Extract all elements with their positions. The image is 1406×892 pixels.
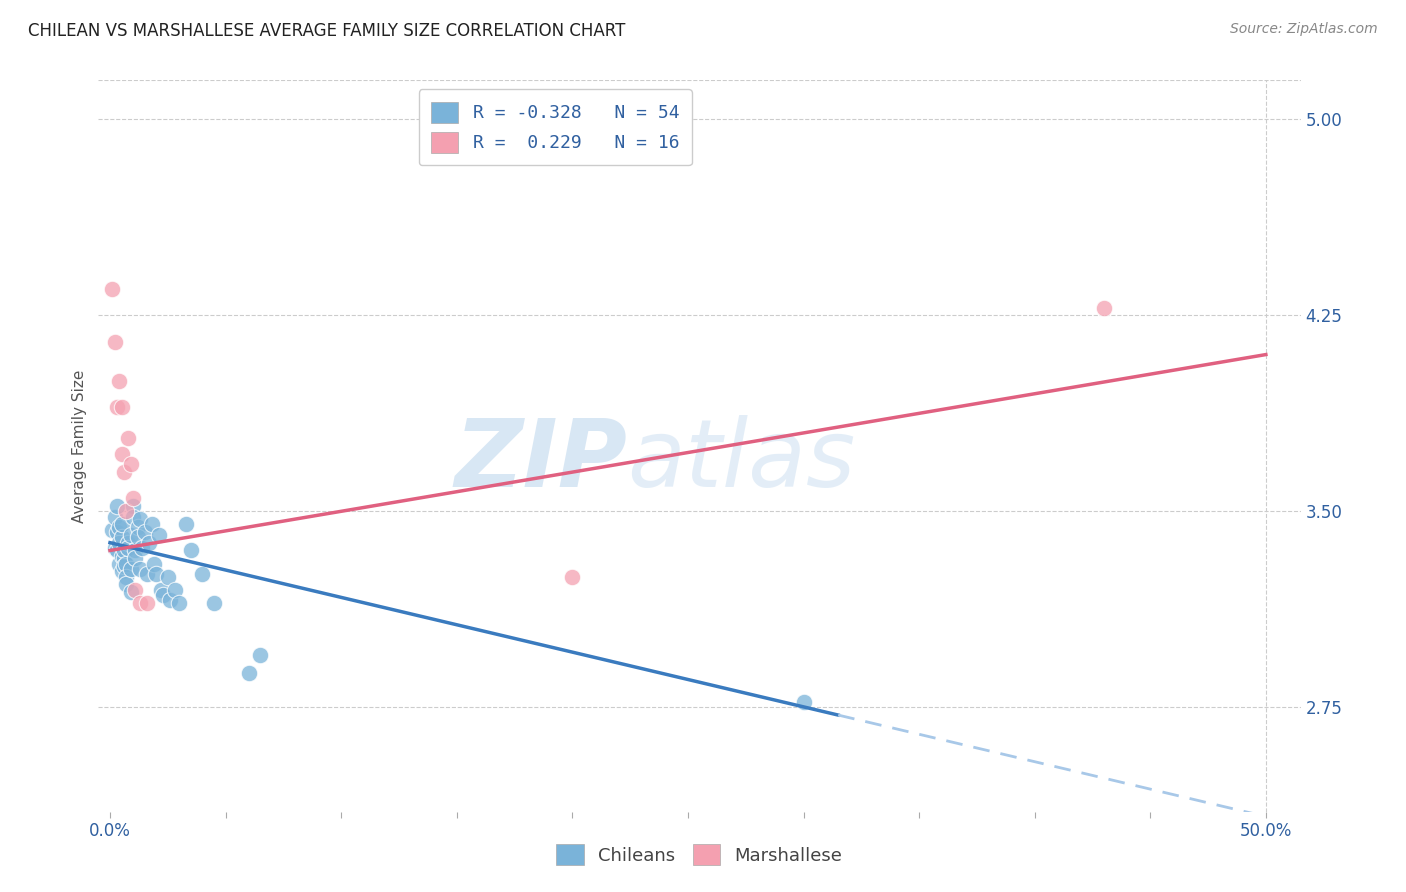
Point: [112, 465, 135, 479]
Point: [145, 567, 167, 582]
Point: [124, 582, 146, 597]
Point: [115, 557, 138, 571]
Point: [110, 565, 132, 579]
Point: [115, 504, 138, 518]
Point: [122, 491, 145, 506]
Text: atlas: atlas: [627, 415, 856, 506]
Point: [1092, 301, 1115, 315]
Point: [180, 543, 202, 558]
Point: [122, 499, 145, 513]
Point: [136, 567, 159, 582]
Point: [131, 541, 153, 555]
Point: [122, 509, 145, 524]
Point: [110, 870, 132, 884]
Point: [792, 695, 814, 709]
Point: [134, 525, 156, 540]
Point: [117, 535, 139, 549]
Point: [108, 520, 131, 534]
Text: CHILEAN VS MARSHALLESE AVERAGE FAMILY SIZE CORRELATION CHART: CHILEAN VS MARSHALLESE AVERAGE FAMILY SI…: [28, 22, 626, 40]
Point: [148, 528, 170, 542]
Point: [156, 569, 179, 583]
Point: [105, 543, 128, 558]
Point: [108, 535, 131, 549]
Point: [104, 334, 127, 349]
Y-axis label: Average Family Size: Average Family Size: [72, 369, 87, 523]
Point: [129, 512, 152, 526]
Point: [104, 541, 127, 555]
Point: [191, 567, 214, 582]
Point: [249, 648, 271, 662]
Point: [110, 447, 132, 461]
Text: ZIP: ZIP: [454, 415, 627, 507]
Point: [138, 535, 160, 549]
Point: [101, 523, 124, 537]
Point: [141, 517, 163, 532]
Point: [108, 374, 131, 388]
Point: [127, 530, 149, 544]
Point: [117, 431, 139, 445]
Legend: Chileans, Marshallese: Chileans, Marshallese: [546, 833, 853, 876]
Point: [129, 596, 152, 610]
Point: [112, 551, 135, 566]
Point: [561, 569, 583, 583]
Point: [110, 530, 132, 544]
Point: [115, 577, 138, 591]
Point: [129, 562, 152, 576]
Text: Source: ZipAtlas.com: Source: ZipAtlas.com: [1230, 22, 1378, 37]
Point: [120, 562, 142, 576]
Point: [115, 569, 138, 583]
Point: [101, 282, 124, 296]
Point: [159, 593, 181, 607]
Point: [127, 520, 149, 534]
Point: [110, 517, 132, 532]
Point: [238, 666, 260, 681]
Point: [110, 400, 132, 414]
Point: [136, 596, 159, 610]
Point: [142, 557, 165, 571]
Point: [163, 582, 186, 597]
Point: [120, 585, 142, 599]
Point: [120, 528, 142, 542]
Point: [124, 551, 146, 566]
Point: [105, 400, 128, 414]
Point: [108, 557, 131, 571]
Point: [112, 543, 135, 558]
Point: [112, 559, 135, 574]
Point: [124, 543, 146, 558]
Point: [105, 525, 128, 540]
Point: [120, 457, 142, 471]
Point: [152, 588, 174, 602]
Point: [169, 596, 191, 610]
Point: [105, 499, 128, 513]
Point: [110, 549, 132, 563]
Point: [174, 517, 197, 532]
Point: [104, 509, 127, 524]
Point: [202, 596, 225, 610]
Point: [117, 541, 139, 555]
Point: [149, 582, 172, 597]
